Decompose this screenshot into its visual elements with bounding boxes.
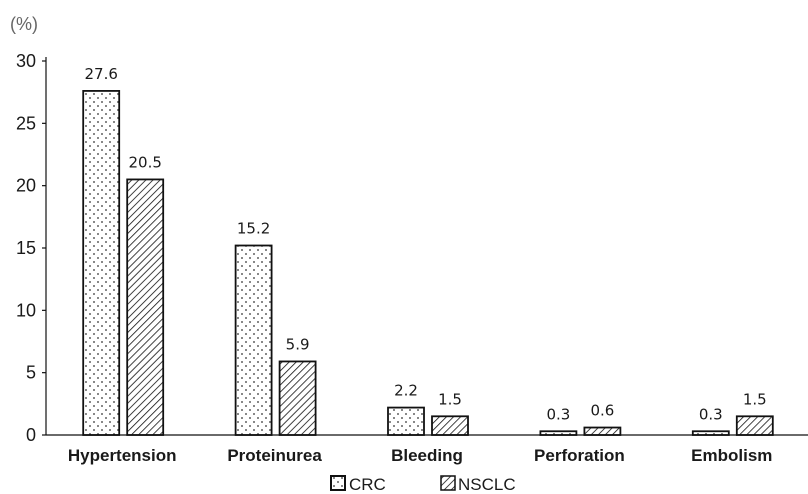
legend-label-nsclc: NSCLC: [458, 475, 516, 494]
y-unit-label: (%): [10, 14, 38, 34]
data-label-crc: 0.3: [699, 405, 723, 423]
legend-swatch-crc: [330, 475, 346, 491]
y-axis: 0 5 10 15 20 25 30: [16, 51, 47, 445]
bar-crc: [387, 406, 425, 436]
legend-swatch-nsclc: [440, 475, 456, 491]
x-category-label: Bleeding: [391, 446, 463, 465]
data-label-crc: 15.2: [237, 220, 270, 238]
legend: CRC NSCLC: [330, 475, 516, 494]
x-category-label: Perforation: [534, 446, 625, 465]
y-tick-label: 20: [16, 176, 36, 196]
bar-nsclc: [583, 426, 622, 436]
data-label-nsclc: 20.5: [128, 153, 161, 171]
y-tick-label: 10: [16, 300, 36, 320]
bar-nsclc: [431, 415, 469, 436]
bar-crc: [234, 244, 273, 436]
y-tick-label: 0: [26, 425, 36, 445]
bar-crc: [82, 90, 121, 436]
data-label-nsclc: 1.5: [438, 390, 462, 408]
data-label-nsclc: 0.6: [590, 402, 614, 420]
y-tick-label: 25: [16, 113, 36, 133]
bars-group: [82, 90, 774, 436]
data-labels-group: 27.6 15.2 2.2 0.3 0.3 20.5 5.9 1.5 0.6 1.5: [84, 65, 766, 423]
y-tick-label: 15: [16, 238, 36, 258]
data-label-nsclc: 5.9: [286, 335, 310, 353]
bar-nsclc: [278, 360, 317, 436]
legend-label-crc: CRC: [349, 475, 386, 494]
data-label-crc: 0.3: [546, 405, 570, 423]
x-category-label: Proteinurea: [227, 446, 322, 465]
y-tick-label: 5: [26, 363, 36, 383]
data-label-crc: 2.2: [394, 382, 418, 400]
data-label-nsclc: 1.5: [743, 390, 767, 408]
bar-nsclc: [126, 178, 165, 436]
x-category-label: Hypertension: [68, 446, 177, 465]
y-tick-label: 30: [16, 51, 36, 71]
x-axis: Hypertension Proteinurea Bleeding Perforati…: [46, 434, 808, 465]
data-label-crc: 27.6: [84, 65, 117, 83]
bar-nsclc: [735, 415, 774, 436]
x-category-label: Embolism: [691, 446, 772, 465]
